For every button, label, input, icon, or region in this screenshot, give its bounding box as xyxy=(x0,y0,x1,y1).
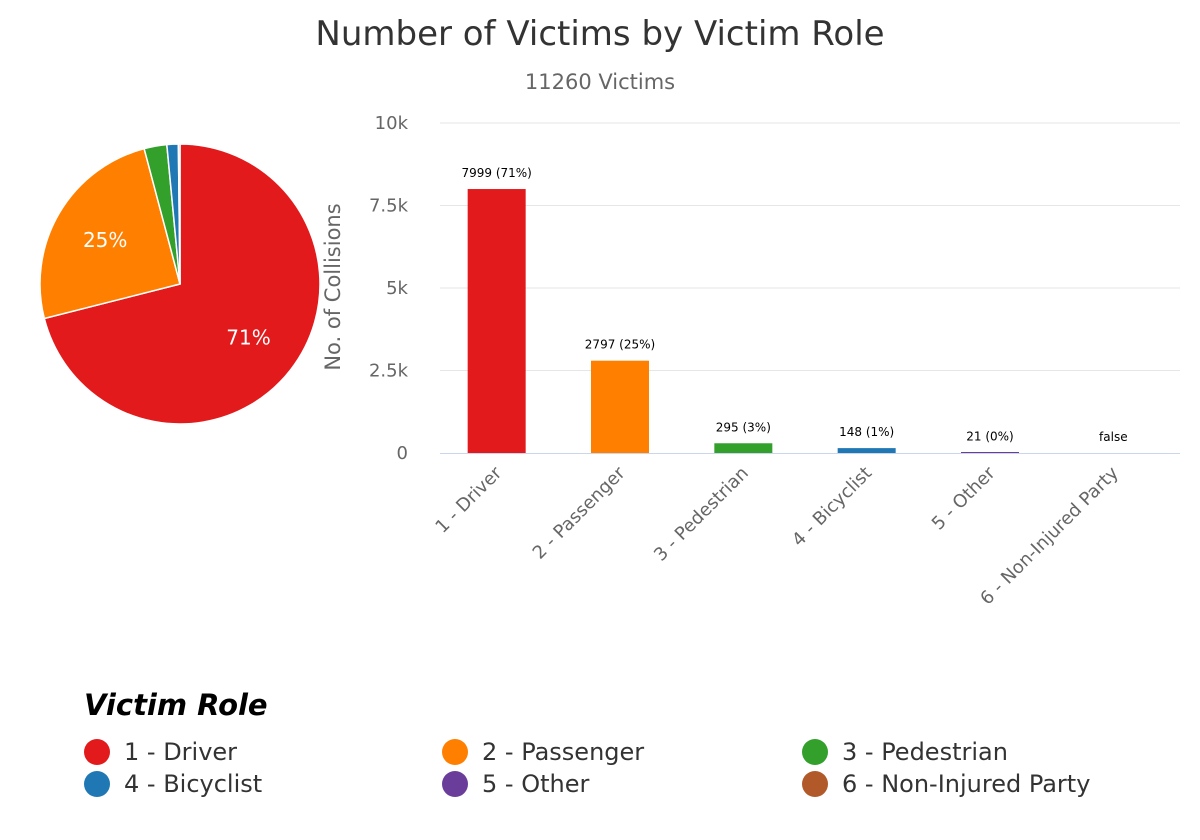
x-category-label: 5 - Other xyxy=(928,462,1000,534)
x-category-label: 3 - Pedestrian xyxy=(650,463,753,566)
y-tick-label: 0 xyxy=(397,443,408,464)
y-axis-ticks: 0 2.5k 5k 7.5k 10k xyxy=(369,113,409,464)
y-tick-label: 5k xyxy=(386,278,408,299)
data-label: 7999 (71%) xyxy=(461,166,531,180)
bar-1-driver xyxy=(467,189,526,453)
y-gridlines xyxy=(440,122,1180,371)
legend-marker xyxy=(802,739,828,765)
x-category-label: 6 - Non-Injured Party xyxy=(976,462,1123,609)
legend-label: 3 - Pedestrian xyxy=(842,738,1008,766)
legend-item-5-other[interactable]: 5 - Other xyxy=(442,768,589,800)
legend-label: 2 - Passenger xyxy=(482,738,645,766)
legend-item-6-non-injured-party[interactable]: 6 - Non-Injured Party xyxy=(802,768,1090,800)
bar-2-passenger xyxy=(591,360,649,453)
x-category-label: 2 - Passenger xyxy=(529,462,630,563)
legend-marker xyxy=(84,771,110,797)
bar-3-pedestrian xyxy=(714,443,773,453)
pie-slice-5-other xyxy=(177,143,181,285)
legend-label: 5 - Other xyxy=(482,770,590,798)
bar-series: 7999 (71%) 2797 (25%) 295 (3%) 148 (1%) 21 (… xyxy=(461,166,1128,453)
legend-label: 6 - Non-Injured Party xyxy=(842,770,1091,798)
pie-slice-1-driver xyxy=(43,143,321,425)
legend-marker xyxy=(442,739,468,765)
pie-slice-label: 71% xyxy=(226,325,270,349)
data-label: 295 (3%) xyxy=(716,420,771,434)
bar-4-bicyclist xyxy=(837,448,896,453)
bar-5-other xyxy=(961,452,1019,453)
legend-label: 1 - Driver xyxy=(124,738,238,766)
y-tick-label: 7.5k xyxy=(369,196,409,217)
legend-item-4-bicyclist[interactable]: 4 - Bicyclist xyxy=(84,768,262,800)
legend-item-1-driver[interactable]: 1 - Driver xyxy=(84,736,237,768)
data-label: false xyxy=(1099,430,1128,444)
x-category-label: 1 - Driver xyxy=(431,462,506,537)
y-axis-title: No. of Collisions xyxy=(321,203,345,370)
legend-marker xyxy=(84,739,110,765)
pie-chart: 71% 25% xyxy=(39,143,321,425)
chart-subtitle: 11260 Victims xyxy=(524,70,676,94)
pie-slice-label: 25% xyxy=(83,228,127,252)
data-label: 21 (0%) xyxy=(966,429,1013,443)
pie-slice-2-passenger xyxy=(39,147,181,320)
legend-marker xyxy=(442,771,468,797)
legend-title: Victim Role xyxy=(84,688,268,722)
data-label: 2797 (25%) xyxy=(585,338,655,352)
legend-label: 4 - Bicyclist xyxy=(124,770,263,798)
x-axis-categories: 1 - Driver 2 - Passenger 3 - Pedestrian 4 -… xyxy=(431,462,1123,609)
y-tick-label: 2.5k xyxy=(369,361,409,382)
y-tick-label: 10k xyxy=(375,113,409,134)
legend-marker xyxy=(802,771,828,797)
legend-item-3-pedestrian[interactable]: 3 - Pedestrian xyxy=(802,736,1008,768)
legend-item-2-passenger[interactable]: 2 - Passenger xyxy=(442,736,644,768)
x-category-label: 4 - Bicyclist xyxy=(788,463,876,551)
data-label: 148 (1%) xyxy=(839,425,894,439)
chart-title: Number of Victims by Victim Role xyxy=(315,14,885,54)
